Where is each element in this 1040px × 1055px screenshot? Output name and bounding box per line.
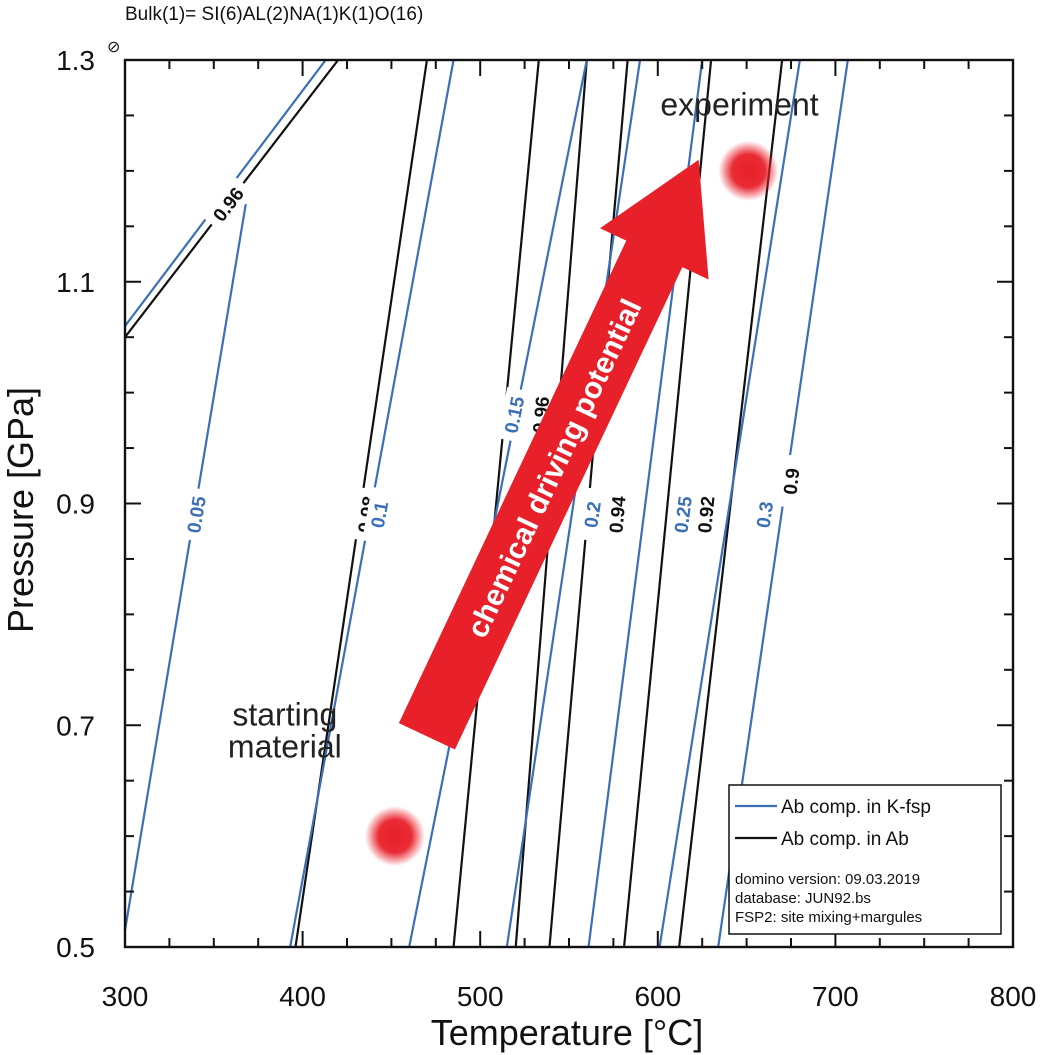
tick-labels: 300 400 500 600 700 800 0.5 0.7 0.9 1.1 1.3 [56, 45, 1036, 1012]
ab-isopleth-line [452, 60, 540, 947]
x-tick-label: 400 [279, 981, 326, 1012]
kfsp-isopleth-label-group: 0.3 [748, 487, 779, 542]
x-tick-label: 800 [990, 981, 1037, 1012]
label-knockout [202, 176, 252, 231]
x-tick-label: 500 [457, 981, 504, 1012]
label-knockout [667, 487, 696, 542]
ab-isopleth-label-group: 0.9 [776, 454, 805, 509]
info-domino-version: domino version: 09.03.2019 [735, 871, 920, 888]
arrow-text: chemical driving potential [461, 294, 649, 643]
kfsp-isopleth-label: 0.25 [671, 495, 697, 535]
label-knockout [362, 486, 394, 542]
kfsp-isopleth-label-group: 0.15 [497, 386, 529, 443]
legend-label-kfsp: Ab comp. in K-fsp [781, 797, 931, 818]
isopleth-labels: 0.960.980.960.940.920.90.050.10.150.20.2… [179, 176, 805, 542]
info-fsp2-model: FSP2: site mixing+margules [735, 909, 922, 926]
driving-potential-arrow: chemical driving potential [398, 159, 709, 750]
kfsp-isopleth-line [125, 203, 247, 931]
info-database: database: JUN92.bs [735, 890, 871, 907]
experiment-label: experiment [660, 86, 818, 122]
y-tick-label: 1.3 [56, 45, 95, 76]
arrow-shape [398, 159, 709, 750]
y-tick-label: 0.9 [56, 489, 95, 520]
x-tick-label: 700 [812, 981, 859, 1012]
experiment-marker [718, 140, 779, 201]
y-tick-label: 1.1 [56, 267, 95, 298]
kfsp-isopleth-line [658, 60, 801, 947]
starting-label: starting [232, 696, 337, 732]
label-knockout [497, 386, 529, 443]
ab-isopleth-label-group: 0.94 [602, 487, 631, 542]
label-knockout [691, 487, 719, 542]
bulk-composition-header: Bulk(1)= SI(6)AL(2)NA(1)K(1)O(16) [125, 4, 423, 25]
kfsp-isopleth-label-group: 0.25 [667, 487, 697, 542]
legend-label-ab: Ab comp. in Ab [781, 829, 909, 850]
ab-isopleth-label: 0.9 [781, 467, 805, 496]
ab-isopleth-label: 0.92 [695, 495, 720, 534]
kfsp-isopleth-label: 0.3 [753, 500, 778, 529]
label-knockout [576, 487, 606, 542]
corner-marker-icon: ⊘ [107, 39, 120, 56]
kfsp-isopleth-label-group: 0.05 [179, 486, 211, 542]
x-tick-label: 600 [634, 981, 681, 1012]
x-tick-label: 300 [102, 981, 149, 1012]
kfsp-isopleth-line [408, 60, 588, 947]
y-tick-label: 0.5 [56, 932, 95, 963]
y-tick-label: 0.7 [56, 710, 95, 741]
label-knockout [179, 486, 211, 542]
kfsp-isopleth-label-group: 0.2 [576, 487, 606, 542]
label-knockout [602, 487, 630, 542]
axis-ticks [124, 59, 1014, 948]
label-knockout [748, 487, 779, 542]
legend-box [728, 784, 1002, 935]
kfsp-isopleth-label: 0.2 [581, 500, 606, 529]
kfsp-isopleth-label: 0.1 [368, 500, 394, 530]
kfsp-isopleth-label-group: 0.1 [362, 486, 394, 542]
ab-isopleth-label-group: 0.92 [691, 487, 720, 542]
legend: Ab comp. in K-fsp Ab comp. in Ab domino … [728, 784, 1002, 935]
ab-isopleth-label: 0.94 [606, 495, 630, 534]
x-axis-label: Temperature [°C] [431, 1012, 704, 1053]
starting-marker [364, 806, 425, 867]
y-axis-label: Pressure [GPa] [0, 387, 41, 633]
kfsp-isopleth-line [505, 60, 642, 947]
starting-label: material [228, 728, 342, 764]
label-knockout [776, 454, 804, 509]
